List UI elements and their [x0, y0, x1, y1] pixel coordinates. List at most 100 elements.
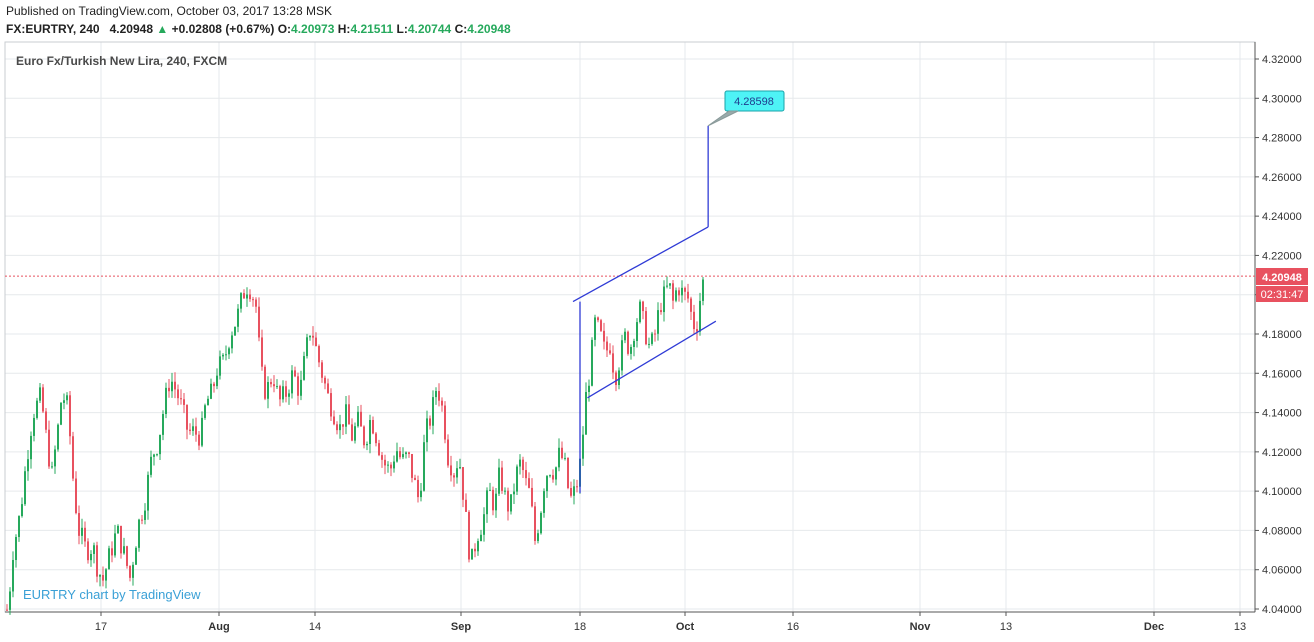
candle-body [660, 310, 662, 313]
candle-body [213, 383, 215, 387]
candle-body [564, 457, 566, 459]
symbol-label[interactable]: FX:EURTRY, 240 [6, 22, 100, 36]
y-tick-label: 4.16000 [1262, 368, 1302, 380]
low-label: L: [396, 22, 408, 36]
channel-lower-line[interactable] [587, 320, 717, 399]
candle-body [447, 439, 449, 466]
candle-body [537, 533, 539, 541]
candle-body [696, 329, 698, 332]
candle-body [381, 455, 383, 460]
watermark[interactable]: EURTRY chart by TradingView [23, 587, 201, 602]
candle-body [630, 347, 632, 354]
candle-body [252, 299, 254, 301]
candle-body [237, 308, 239, 327]
high-value: 4.21511 [350, 22, 394, 36]
candle-body [453, 475, 455, 478]
candle-body [357, 411, 359, 427]
candle-body [279, 386, 281, 400]
candle-body [141, 519, 143, 521]
candle-body [525, 470, 527, 479]
y-tick-label: 4.14000 [1262, 408, 1302, 420]
candle-body [42, 387, 44, 412]
candle-body [603, 330, 605, 342]
candle-body [297, 376, 299, 396]
candle-body [78, 513, 80, 536]
candle-body [423, 442, 425, 491]
last-price-value: 4.20948 [109, 22, 154, 36]
candle-body [324, 377, 326, 384]
candle-body [33, 417, 35, 436]
candle-body [444, 405, 446, 440]
candle-body [63, 400, 65, 403]
candle-body [87, 541, 89, 561]
candle-body [285, 386, 287, 397]
candle-body [429, 418, 431, 426]
candle-body [126, 546, 128, 566]
x-tick-label: Aug [208, 621, 229, 633]
change-value: +0.02808 (+0.67%) [171, 22, 275, 36]
channel-upper-line[interactable] [572, 226, 709, 303]
candle-body [396, 451, 398, 462]
candle-body [12, 560, 14, 592]
candle-body [117, 525, 119, 534]
candle-body [534, 506, 536, 541]
candle-body [690, 298, 692, 312]
y-tick-label: 4.04000 [1262, 604, 1302, 616]
candle-body [612, 353, 614, 373]
candle-body [321, 362, 323, 378]
candle-body [282, 386, 284, 400]
candle-body [96, 545, 98, 577]
price-axis[interactable]: 4.32000 4.30000 4.28000 4.26000 4.24000 4.220… [1255, 54, 1302, 616]
candle-body [54, 449, 56, 467]
candle-body [309, 335, 311, 338]
candle-body [558, 447, 560, 468]
candle-body [261, 337, 263, 367]
candle-body [30, 435, 32, 460]
candle-body [225, 354, 227, 356]
candle-body [195, 426, 197, 435]
candle-body [390, 464, 392, 469]
candle-body [84, 527, 86, 542]
candle-body [570, 488, 572, 496]
candle-body [528, 478, 530, 488]
candle-body [216, 375, 218, 387]
y-tick-label: 4.12000 [1262, 447, 1302, 459]
candle-body [75, 478, 77, 514]
close-value: 4.20948 [467, 22, 511, 36]
candle-body [561, 447, 563, 459]
target-callout[interactable]: 4.28598 [707, 90, 785, 127]
candle-body [411, 453, 413, 478]
countdown-label: 02:31:47 [1261, 289, 1304, 301]
candle-body [567, 457, 569, 489]
candle-body [669, 283, 671, 286]
candle-body [300, 379, 302, 396]
candle-body [618, 370, 620, 386]
candle-body [645, 311, 647, 345]
candle-body [624, 331, 626, 341]
candle-body [243, 293, 245, 299]
candle-body [246, 294, 248, 299]
candle-body [471, 548, 473, 560]
candle-body [183, 399, 185, 405]
x-tick-label: 13 [1234, 621, 1246, 633]
candle-body [360, 411, 362, 427]
candle-body [162, 413, 164, 435]
candle-body [651, 333, 653, 344]
pattern-drawings[interactable] [572, 125, 717, 494]
candle-body [354, 426, 356, 441]
candle-body [375, 433, 377, 444]
last-price-badge: 4.20948 02:31:47 [1256, 268, 1308, 302]
candle-body [222, 354, 224, 357]
candle-body [291, 370, 293, 394]
candle-body [543, 491, 545, 513]
candle-body [198, 434, 200, 446]
candle-body [57, 424, 59, 450]
candle-body [273, 384, 275, 387]
candle-body [657, 310, 659, 334]
candle-body [597, 317, 599, 321]
time-axis[interactable]: 17 Aug 14 Sep 18 Oct 16 Nov 13 Dec 13 [95, 612, 1246, 633]
candle-body [336, 424, 338, 431]
candle-body [312, 335, 314, 338]
candle-body [27, 459, 29, 472]
